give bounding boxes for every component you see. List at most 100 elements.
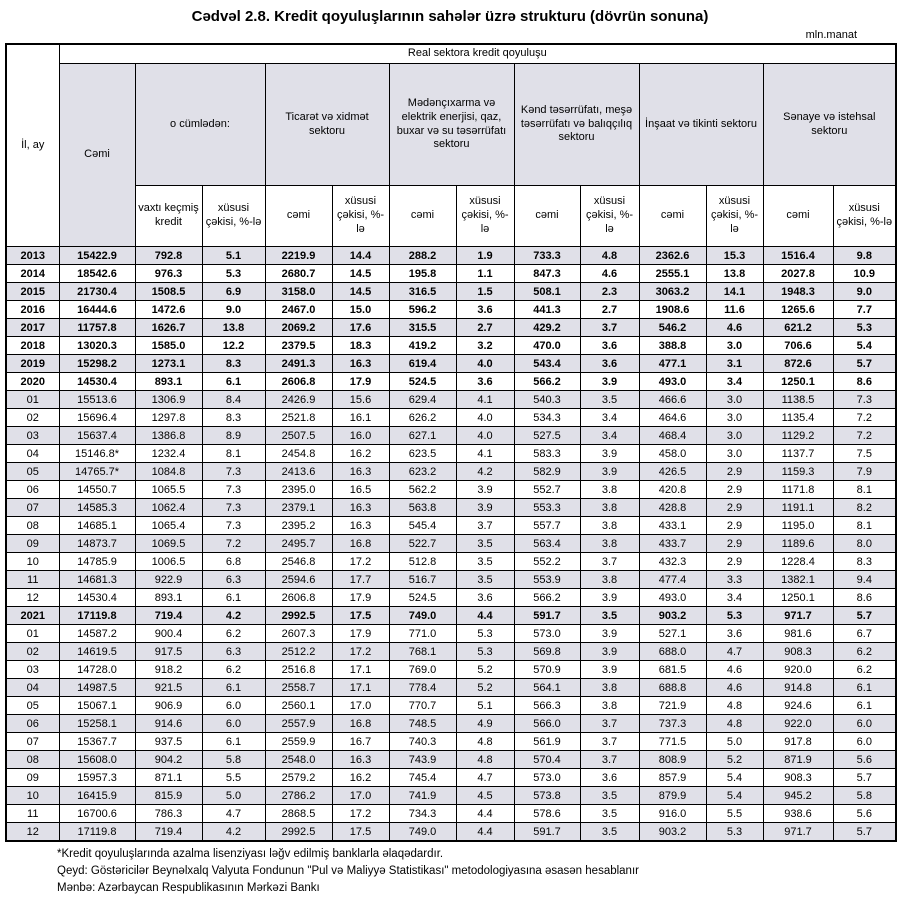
table-cell: 5.3 — [455, 642, 515, 661]
table-cell: 2.9 — [705, 534, 764, 553]
table-cell: 14785.9 — [58, 552, 136, 571]
table-cell: 8.1 — [832, 480, 897, 499]
table-cell: 569.8 — [513, 642, 581, 661]
table-cell: 540.3 — [513, 390, 581, 409]
table-row: 08 15608.0 904.2 5.8 2548.0 16.3 743.9 4.8 570.4… — [5, 750, 897, 769]
table-cell: 4.9 — [455, 714, 515, 733]
table-cell: 903.2 — [638, 822, 707, 842]
table-cell: 16700.6 — [58, 804, 136, 823]
row-period: 09 — [5, 768, 60, 787]
table-cell: 3.1 — [705, 354, 764, 373]
col-subheader-total: cəmi — [264, 185, 333, 247]
table-cell: 17.2 — [331, 804, 390, 823]
table-cell: 527.1 — [638, 624, 707, 643]
table-cell: 14550.7 — [58, 480, 136, 499]
table-cell: 4.7 — [201, 804, 266, 823]
table-cell: 2426.9 — [264, 390, 333, 409]
table-cell: 872.6 — [762, 354, 834, 373]
table-cell: 16.8 — [331, 714, 390, 733]
table-cell: 426.5 — [638, 462, 707, 481]
table-cell: 420.8 — [638, 480, 707, 499]
table-cell: 908.3 — [762, 768, 834, 787]
table-cell: 914.6 — [134, 714, 203, 733]
table-cell: 4.5 — [455, 786, 515, 805]
table-cell: 786.3 — [134, 804, 203, 823]
footnote-source: Mənbə: Azərbaycan Respublikasının Mərkəz… — [57, 882, 320, 894]
row-period: 04 — [5, 678, 60, 697]
table-cell: 16.8 — [331, 534, 390, 553]
table-cell: 4.6 — [705, 318, 764, 337]
table-cell: 17.9 — [331, 588, 390, 607]
table-cell: 3063.2 — [638, 282, 707, 301]
table-cell: 2680.7 — [264, 264, 333, 283]
table-cell: 2546.8 — [264, 552, 333, 571]
table-row: 04 15146.8* 1232.4 8.1 2454.8 16.2 623.5 4.1 583… — [5, 444, 897, 463]
table-cell: 4.2 — [201, 606, 266, 625]
table-cell: 3.8 — [579, 696, 640, 715]
col-subheader-share: xüsusi çəkisi, %-lə — [201, 185, 266, 247]
table-cell: 1069.5 — [134, 534, 203, 553]
table-cell: 2467.0 — [264, 300, 333, 319]
table-cell: 1472.6 — [134, 300, 203, 319]
table-cell: 3.0 — [705, 426, 764, 445]
table-cell: 626.2 — [388, 408, 457, 427]
table-cell: 815.9 — [134, 786, 203, 805]
table-cell: 8.3 — [832, 552, 897, 571]
table-cell: 3.8 — [579, 480, 640, 499]
row-period: 2019 — [5, 354, 60, 373]
table-cell: 561.9 — [513, 732, 581, 751]
table-cell: 5.7 — [832, 768, 897, 787]
table-cell: 1084.8 — [134, 462, 203, 481]
table-cell: 719.4 — [134, 822, 203, 842]
table-cell: 1.5 — [455, 282, 515, 301]
table-cell: 8.1 — [832, 516, 897, 535]
row-period: 2017 — [5, 318, 60, 337]
table-cell: 916.0 — [638, 804, 707, 823]
table-cell: 3.4 — [579, 426, 640, 445]
table-cell: 16.3 — [331, 516, 390, 535]
table-cell: 3.5 — [579, 804, 640, 823]
col-group-agriculture: Kənd təsərrüfatı, meşə təsərrüfatı və ba… — [513, 63, 640, 186]
table-cell: 433.7 — [638, 534, 707, 553]
table-cell: 1232.4 — [134, 444, 203, 463]
table-cell: 2606.8 — [264, 588, 333, 607]
table-cell: 871.9 — [762, 750, 834, 769]
table-cell: 778.4 — [388, 678, 457, 697]
table-cell: 15637.4 — [58, 426, 136, 445]
table-row: 12 14530.4 893.1 6.1 2606.8 17.9 524.5 3.6 566.2… — [5, 588, 897, 607]
table-row: 04 14987.5 921.5 6.1 2558.7 17.1 778.4 5.2 564.1… — [5, 678, 897, 697]
table-cell: 7.2 — [832, 408, 897, 427]
table-cell: 3.7 — [579, 732, 640, 751]
table-cell: 6.1 — [201, 372, 266, 391]
table-cell: 2395.0 — [264, 480, 333, 499]
table-cell: 3.6 — [455, 300, 515, 319]
table-cell: 4.7 — [455, 768, 515, 787]
table-cell: 4.4 — [455, 804, 515, 823]
table-cell: 9.8 — [832, 246, 897, 265]
table-cell: 573.0 — [513, 768, 581, 787]
table-cell: 5.5 — [705, 804, 764, 823]
table-cell: 6.2 — [201, 660, 266, 679]
row-period: 08 — [5, 516, 60, 535]
table-cell: 2.9 — [705, 498, 764, 517]
table-cell: 8.2 — [832, 498, 897, 517]
col-subheader-total: cəmi — [513, 185, 581, 247]
row-period: 2020 — [5, 372, 60, 391]
table-cell: 1065.4 — [134, 516, 203, 535]
table-cell: 3.9 — [579, 588, 640, 607]
table-cell: 583.3 — [513, 444, 581, 463]
table-cell: 2557.9 — [264, 714, 333, 733]
table-cell: 14873.7 — [58, 534, 136, 553]
table-row: 03 14728.0 918.2 6.2 2516.8 17.1 769.0 5.2 570.9… — [5, 660, 897, 679]
row-period: 12 — [5, 588, 60, 607]
table-cell: 1138.5 — [762, 390, 834, 409]
table-cell: 7.2 — [201, 534, 266, 553]
table-cell: 578.6 — [513, 804, 581, 823]
table-cell: 13.8 — [705, 264, 764, 283]
table-cell: 18542.6 — [58, 264, 136, 283]
table-cell: 5.8 — [832, 786, 897, 805]
table-cell: 2992.5 — [264, 822, 333, 842]
table-cell: 14.1 — [705, 282, 764, 301]
table-cell: 621.2 — [762, 318, 834, 337]
table-cell: 564.1 — [513, 678, 581, 697]
